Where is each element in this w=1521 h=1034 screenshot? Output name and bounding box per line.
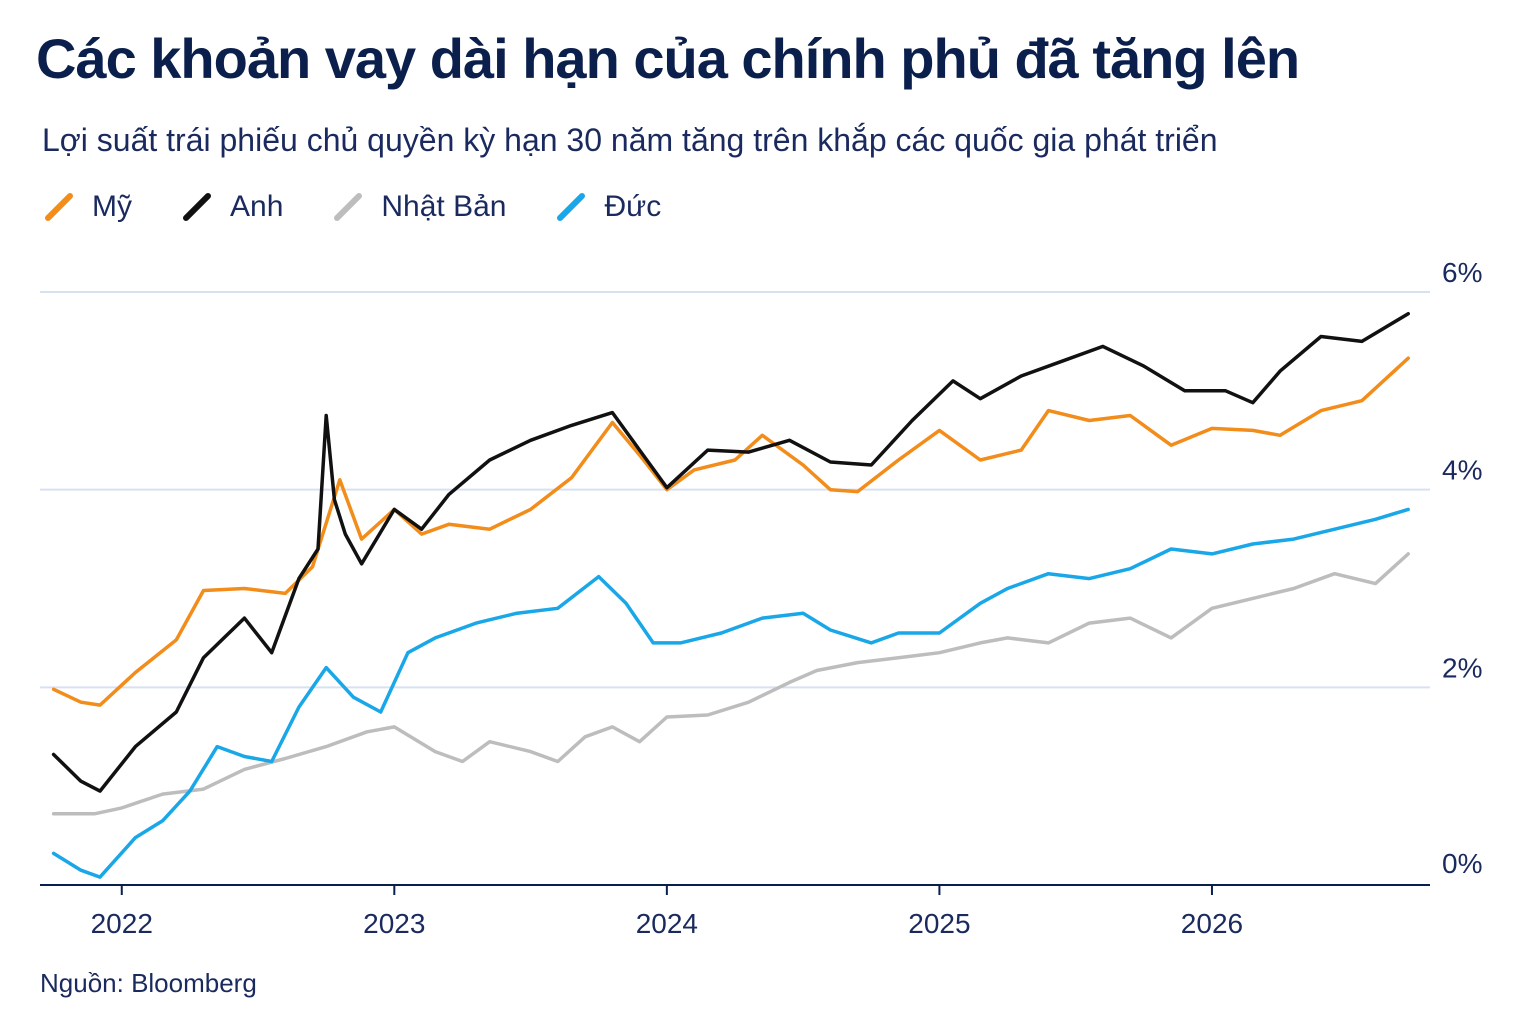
chart-title: Các khoản vay dài hạn của chính phủ đã t… (36, 27, 1300, 90)
legend-swatch-uk (183, 193, 211, 221)
gridlines (40, 291, 1430, 689)
legend-label-us: Mỹ (92, 190, 132, 223)
y-tick-label-2: 2% (1442, 652, 1482, 683)
x-tick-label-2023: 2023 (363, 908, 425, 939)
source-note: Nguồn: Bloomberg (40, 968, 257, 998)
legend-swatch-us (45, 193, 73, 221)
x-tick-label-2022: 2022 (91, 908, 153, 939)
y-tick-label-6: 6% (1442, 257, 1482, 288)
series-line-3 (51, 507, 1410, 879)
legend-label-germany: Đức (604, 190, 662, 223)
y-tick-label-4: 4% (1442, 455, 1482, 486)
legend-item-us: Mỹ (44, 190, 132, 224)
legend-label-uk: Anh (230, 190, 284, 223)
legend-swatch-germany (557, 193, 586, 221)
legend-swatch-japan (334, 193, 363, 221)
series-lines (51, 311, 1410, 879)
legend-item-japan: Nhật Bản (333, 190, 506, 224)
legend: Mỹ Anh Nhật Bản Đức (44, 190, 711, 224)
legend-item-germany: Đức (556, 190, 661, 224)
y-tick-label-0: 0% (1442, 848, 1482, 879)
x-tick-label-2026: 2026 (1181, 908, 1243, 939)
series-line-1 (51, 311, 1410, 793)
axes: 0% 2% 4% 6% 2022 2023 2024 2025 2026 (40, 257, 1482, 939)
series-line-0 (51, 356, 1410, 707)
x-tick-label-2024: 2024 (636, 908, 698, 939)
legend-label-japan: Nhật Bản (381, 190, 507, 223)
series-line-2 (51, 552, 1410, 816)
chart-subtitle: Lợi suất trái phiếu chủ quyền kỳ hạn 30 … (42, 122, 1218, 158)
x-tick-label-2025: 2025 (908, 908, 970, 939)
legend-item-uk: Anh (182, 190, 283, 224)
